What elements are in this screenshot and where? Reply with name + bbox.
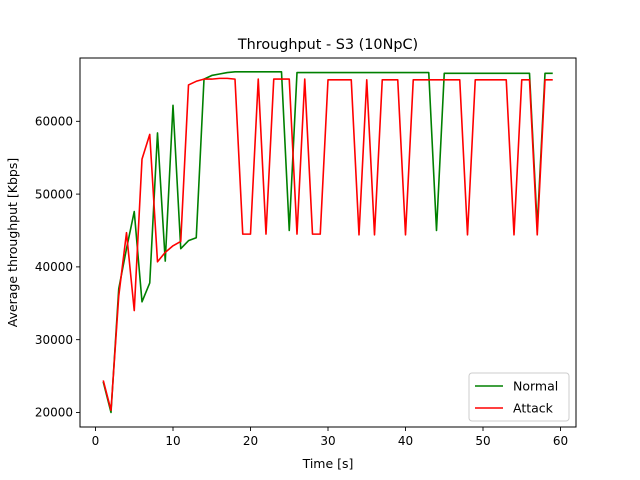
y-tick-label: 50000 <box>35 187 73 201</box>
x-axis-ticks: 0 10 20 30 40 50 60 <box>92 427 568 448</box>
y-tick-label: 60000 <box>35 115 73 129</box>
legend-label-normal: Normal <box>513 379 558 394</box>
legend-box <box>468 372 570 422</box>
y-tick-label: 40000 <box>35 260 73 274</box>
series-line-attack <box>102 77 553 412</box>
chart-title: Throughput - S3 (10NpC) <box>237 37 418 53</box>
x-tick-label: 10 <box>165 434 180 448</box>
x-tick-label: 30 <box>320 434 335 448</box>
y-axis-ticks: 20000 30000 40000 50000 60000 <box>35 115 80 420</box>
y-axis-label: Average throughput [Kbps] <box>5 158 20 327</box>
x-axis-label: Time [s] <box>302 456 354 471</box>
y-tick-label: 30000 <box>35 333 73 347</box>
y-tick-label: 20000 <box>35 406 73 420</box>
legend-label-attack: Attack <box>513 401 554 416</box>
x-tick-label: 60 <box>553 434 568 448</box>
legend: Normal Attack <box>468 372 570 422</box>
x-tick-label: 40 <box>398 434 413 448</box>
x-tick-label: 20 <box>243 434 258 448</box>
x-tick-label: 0 <box>92 434 100 448</box>
series-line-normal <box>102 71 553 414</box>
series-layer <box>102 71 553 414</box>
x-tick-label: 50 <box>475 434 490 448</box>
plot-area <box>79 57 577 428</box>
plot-background <box>80 58 576 427</box>
